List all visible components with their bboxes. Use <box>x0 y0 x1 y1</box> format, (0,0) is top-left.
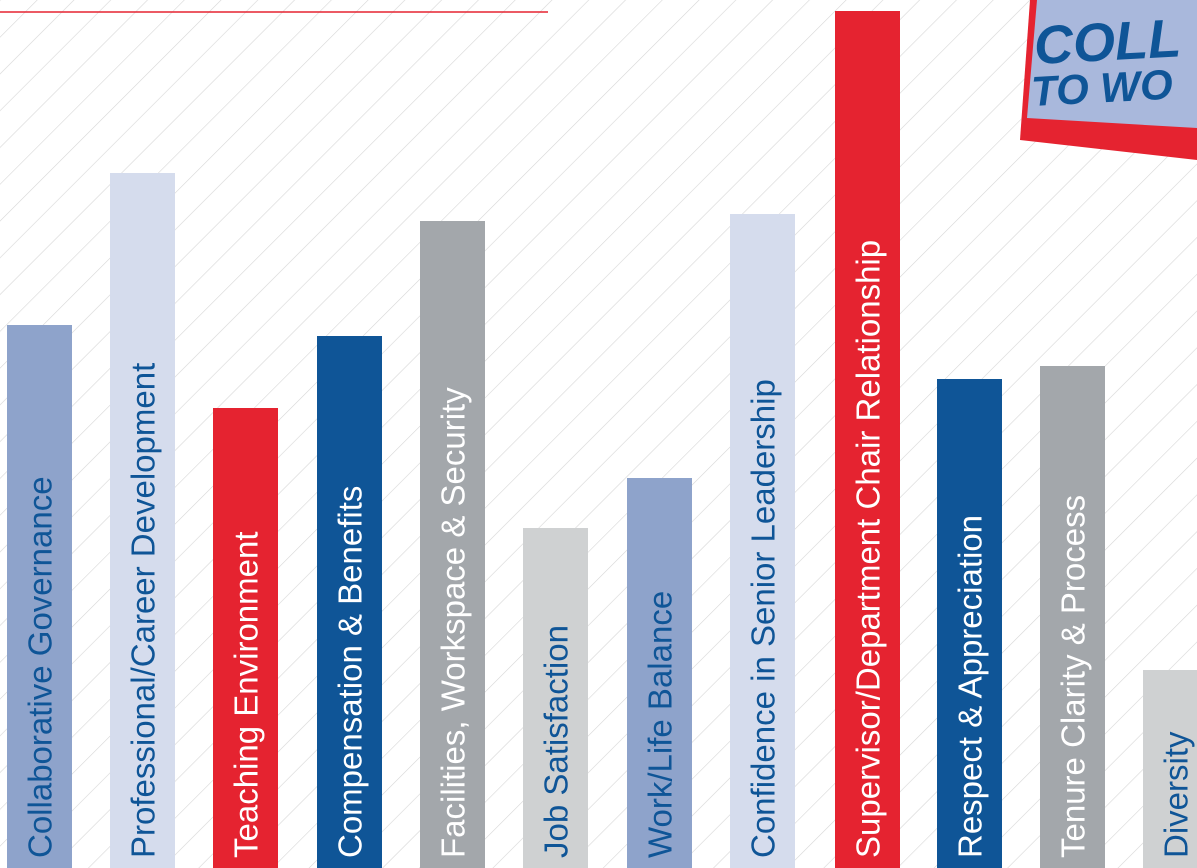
bar <box>420 221 485 868</box>
bar <box>7 325 72 868</box>
bar <box>523 528 588 868</box>
bar <box>937 379 1002 868</box>
bar-label: Job Satisfaction <box>538 625 575 858</box>
badge: COLL TO WO <box>1020 0 1197 160</box>
bar-label: Work/Life Balance <box>642 591 679 858</box>
bars: Collaborative Governance Professional/Car… <box>7 11 1197 868</box>
bar <box>110 173 175 868</box>
bar <box>1143 670 1197 868</box>
bar-label: Teaching Environment <box>228 531 265 858</box>
badge-line1: COLL <box>1032 8 1182 76</box>
bar <box>213 408 278 868</box>
bar-label: Supervisor/Department Chair Relationship <box>850 240 887 858</box>
bar-label: Professional/Career Development <box>125 363 162 858</box>
bar <box>1040 366 1105 868</box>
bar-label: Collaborative Governance <box>22 476 59 858</box>
badge-line2: TO WO <box>1030 61 1174 115</box>
bar-label: Compensation & Benefits <box>332 486 369 858</box>
bar-label: Confidence in Senior Leadership <box>745 379 782 858</box>
bar <box>317 336 382 868</box>
bar-label: Facilities, Workspace & Security <box>435 387 472 858</box>
bar <box>730 214 795 868</box>
badge-face <box>1027 0 1197 128</box>
bar <box>835 11 900 868</box>
bar-label: Respect & Appreciation <box>952 515 989 858</box>
bar-label: Diversity <box>1158 731 1195 858</box>
bar-label: Tenure Clarity & Process <box>1055 495 1092 858</box>
bar <box>627 478 692 868</box>
